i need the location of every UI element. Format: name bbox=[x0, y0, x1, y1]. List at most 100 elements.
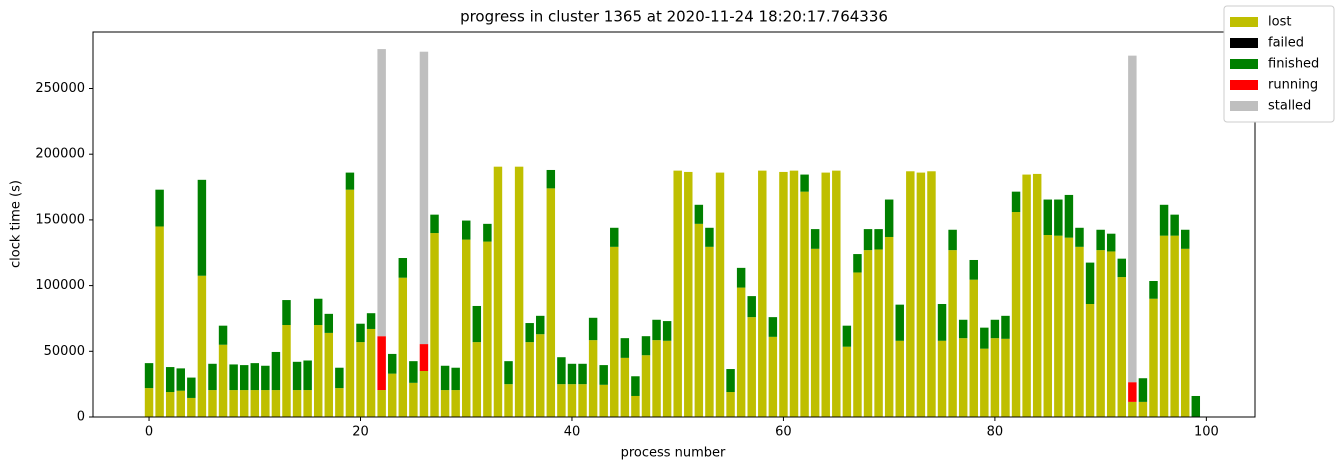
bar-segment bbox=[948, 250, 957, 417]
bar-segment bbox=[641, 355, 651, 417]
bar-segment bbox=[345, 189, 355, 417]
bar-segment bbox=[1128, 401, 1137, 417]
bar-segment bbox=[239, 390, 249, 417]
x-tick-label: 100 bbox=[1194, 425, 1219, 440]
bar-segment bbox=[895, 304, 904, 341]
bar-segment bbox=[1064, 237, 1074, 417]
bar-segment bbox=[451, 390, 460, 417]
bar-segment bbox=[335, 367, 344, 389]
bar-segment bbox=[853, 254, 862, 273]
bar-segment bbox=[1170, 214, 1179, 236]
bar-segment bbox=[1043, 199, 1052, 236]
bar-segment bbox=[863, 250, 873, 417]
bar-segment bbox=[1054, 199, 1063, 236]
bar-segment bbox=[144, 363, 154, 389]
bar-segment bbox=[662, 321, 672, 341]
bar-segment bbox=[1075, 227, 1084, 247]
bar-segment bbox=[927, 171, 936, 417]
legend-swatch bbox=[1230, 80, 1258, 90]
bar-segment bbox=[419, 51, 429, 345]
bar-segment bbox=[345, 172, 355, 190]
bar-segment bbox=[409, 382, 418, 417]
x-tick-label: 80 bbox=[987, 425, 1004, 440]
bar-segment bbox=[282, 325, 291, 417]
bar-segment bbox=[758, 170, 767, 417]
bar-segment bbox=[747, 296, 756, 318]
bar-segment bbox=[462, 220, 471, 240]
bar-segment bbox=[1106, 251, 1116, 417]
bar-segment bbox=[937, 340, 947, 417]
bar-segment bbox=[1001, 338, 1010, 417]
bar-segment bbox=[662, 340, 672, 417]
legend-swatch bbox=[1230, 17, 1258, 27]
bar-segment bbox=[250, 390, 259, 417]
bar-segment bbox=[218, 325, 228, 345]
bar-segment bbox=[366, 313, 376, 329]
bar-segment bbox=[906, 171, 915, 417]
bar-segment bbox=[736, 267, 746, 288]
bar-segment bbox=[546, 188, 556, 417]
bar-segment bbox=[810, 229, 820, 249]
bar-segment bbox=[779, 171, 788, 417]
bar-segment bbox=[261, 390, 270, 417]
bar-segment bbox=[1138, 378, 1148, 402]
y-tick-label: 100000 bbox=[35, 278, 85, 293]
bar-segment bbox=[387, 373, 397, 417]
bar-segment bbox=[557, 384, 566, 417]
bar-segment bbox=[356, 323, 365, 343]
bar-segment bbox=[504, 384, 513, 417]
bar-segment bbox=[271, 351, 281, 391]
bar-segment bbox=[1149, 298, 1158, 417]
bar-segment bbox=[884, 236, 894, 417]
bar-segment bbox=[631, 376, 640, 396]
legend-swatch bbox=[1230, 59, 1258, 69]
y-axis-label: clock time (s) bbox=[9, 180, 24, 268]
bar-segment bbox=[462, 239, 471, 417]
bar-segment bbox=[948, 229, 957, 251]
bar-segment bbox=[187, 377, 196, 398]
bar-segment bbox=[165, 392, 175, 417]
bar-segment bbox=[303, 360, 312, 391]
bar-segment bbox=[187, 397, 196, 417]
chart-title: progress in cluster 1365 at 2020-11-24 1… bbox=[460, 8, 888, 26]
bar-segment bbox=[694, 204, 704, 224]
bar-segment bbox=[239, 365, 249, 391]
bar-segment bbox=[208, 363, 217, 391]
legend-label: stalled bbox=[1268, 99, 1311, 114]
bar-segment bbox=[652, 340, 661, 417]
bar-segment bbox=[874, 229, 883, 250]
legend-box bbox=[1223, 5, 1335, 123]
bar-segment bbox=[1032, 173, 1042, 417]
bar-segment bbox=[271, 390, 281, 417]
bar-segment bbox=[578, 384, 587, 417]
bar-segment bbox=[483, 223, 492, 242]
bar-segment bbox=[324, 313, 334, 333]
legend-swatch bbox=[1230, 101, 1258, 111]
bar-segment bbox=[800, 191, 809, 417]
bar-segment bbox=[483, 241, 492, 417]
bar-segment bbox=[969, 259, 978, 280]
bar-segment bbox=[990, 338, 1000, 417]
bar-segment bbox=[1180, 229, 1190, 249]
bar-segment bbox=[292, 390, 302, 417]
bar-segment bbox=[366, 328, 376, 417]
bar-segment bbox=[313, 298, 323, 326]
bar-segment bbox=[303, 390, 312, 417]
bar-segment bbox=[430, 214, 439, 234]
bar-segment bbox=[144, 388, 154, 417]
bar-segment bbox=[874, 249, 883, 417]
bar-segment bbox=[641, 336, 651, 356]
bar-segment bbox=[176, 368, 185, 391]
bar-segment bbox=[525, 323, 534, 343]
bar-segment bbox=[937, 303, 947, 341]
bar-segment bbox=[409, 361, 418, 383]
bar-segment bbox=[1011, 212, 1021, 417]
bar-segment bbox=[1180, 248, 1190, 417]
bar-segment bbox=[726, 369, 735, 393]
bar-segment bbox=[377, 49, 386, 337]
bar-segment bbox=[1001, 315, 1010, 339]
bar-segment bbox=[1096, 250, 1105, 417]
bar-segment bbox=[250, 363, 259, 391]
bar-segment bbox=[578, 363, 587, 385]
